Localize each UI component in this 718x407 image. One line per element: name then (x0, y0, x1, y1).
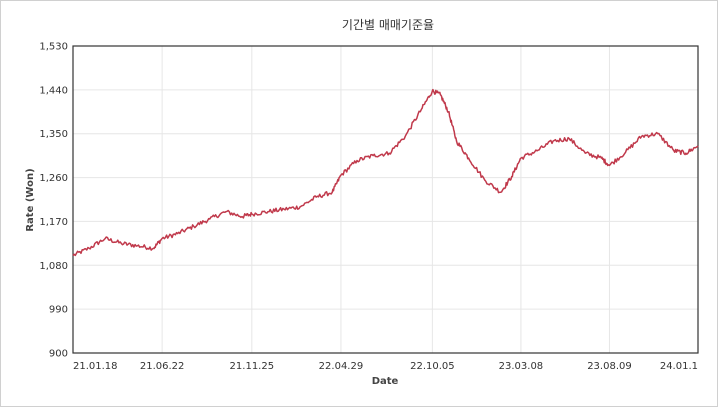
y-axis-ticks: 900 990 1,080 1,170 1,260 1,350 1,440 1,530 (39, 42, 68, 360)
plot-area (72, 45, 699, 354)
x-tick-label: 22.10.05 (410, 361, 455, 372)
x-axis-ticks: 21.01.18 21.06.22 21.11.25 22.04.29 22.10.05… (73, 361, 698, 372)
series-line-rate (72, 88, 699, 257)
x-tick-label: 21.06.22 (140, 361, 185, 372)
y-tick-label: 1,440 (39, 85, 68, 96)
y-tick-label: 990 (49, 305, 68, 316)
x-tick-label: 23.08.09 (587, 361, 632, 372)
y-tick-label: 1,530 (39, 42, 68, 53)
x-tick-label: 24.01.1 (660, 361, 698, 372)
chart-title: 기간별 매매기준율 (342, 18, 434, 32)
y-axis-title: Rate (Won) (25, 168, 36, 231)
y-tick-label: 1,080 (39, 261, 68, 272)
x-tick-label: 21.01.18 (73, 361, 118, 372)
y-tick-label: 900 (49, 349, 68, 360)
x-tick-label: 22.04.29 (319, 361, 364, 372)
y-tick-label: 1,260 (39, 173, 68, 184)
y-tick-label: 1,350 (39, 129, 68, 140)
y-tick-label: 1,170 (39, 217, 68, 228)
x-axis-title: Date (372, 376, 399, 387)
x-tick-label: 21.11.25 (230, 361, 275, 372)
grid-lines (72, 45, 699, 354)
x-tick-label: 23.03.08 (499, 361, 544, 372)
